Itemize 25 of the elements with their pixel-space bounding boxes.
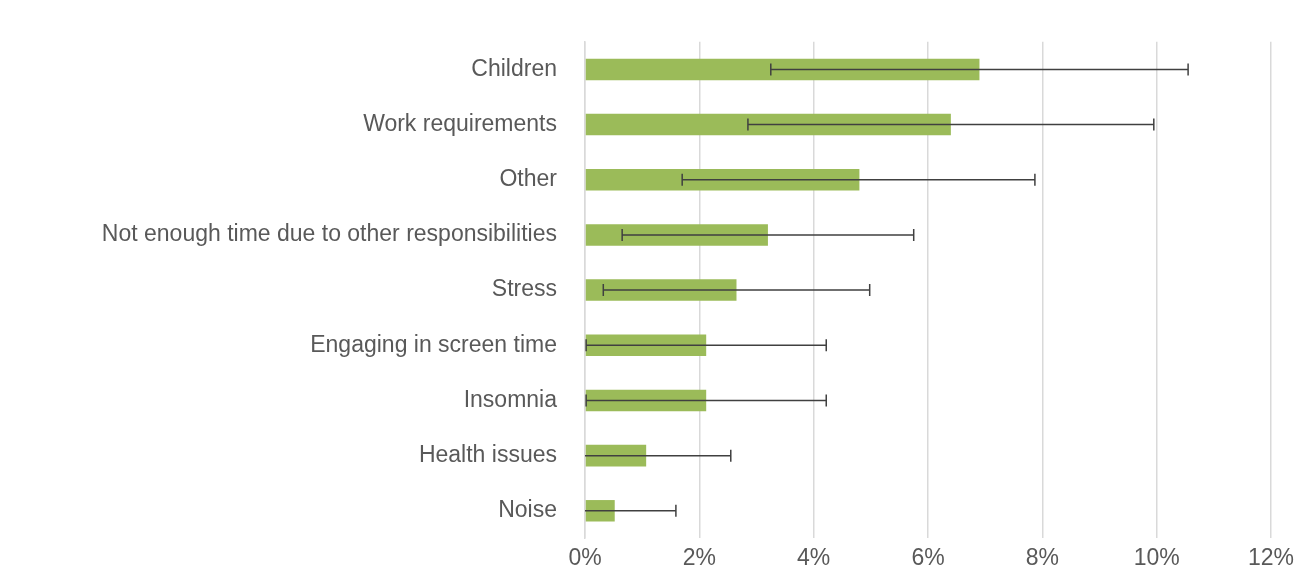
bar — [585, 444, 647, 467]
y-tick-label: Children — [471, 54, 557, 81]
y-tick-label: Not enough time due to other responsibilities — [101, 220, 557, 247]
bar — [585, 168, 860, 191]
y-tick-label: Health issues — [418, 440, 557, 467]
y-tick-label: Work requirements — [363, 109, 557, 136]
x-tick-label: 2% — [682, 543, 716, 570]
bar — [585, 334, 707, 357]
bar — [585, 224, 768, 246]
x-tick-label: 8% — [1025, 543, 1059, 570]
bar — [585, 279, 737, 301]
y-tick-label: Noise — [498, 496, 557, 523]
x-tick-label: 6% — [911, 543, 945, 570]
bar — [585, 113, 951, 136]
x-tick-label: 4% — [797, 543, 831, 570]
x-tick-label: 10% — [1133, 543, 1180, 570]
y-tick-label: Engaging in screen time — [310, 330, 557, 357]
x-tick-label: 12% — [1247, 543, 1295, 570]
bar — [585, 58, 980, 81]
y-tick-label: Other — [499, 165, 558, 192]
bar — [585, 500, 615, 522]
bar — [585, 389, 707, 412]
y-tick-label: Stress — [491, 275, 557, 302]
y-tick-label: Insomnia — [463, 385, 558, 412]
x-tick-label: 0% — [568, 543, 602, 570]
